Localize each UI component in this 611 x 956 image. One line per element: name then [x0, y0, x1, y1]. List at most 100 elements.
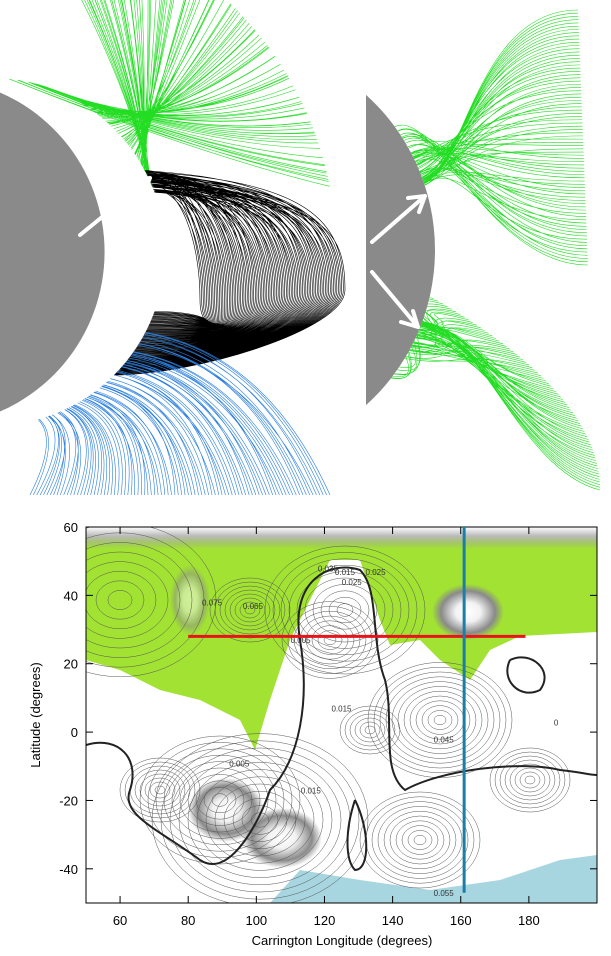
- contour: [504, 759, 556, 801]
- contour-label: 0: [554, 718, 559, 727]
- field-lines-right: [366, 9, 601, 491]
- contour: [359, 721, 381, 739]
- contour: [354, 717, 386, 743]
- x-tick-label: 60: [113, 913, 127, 928]
- contour: [244, 605, 256, 615]
- contour: [359, 791, 481, 889]
- x-tick-label: 140: [382, 913, 404, 928]
- contour: [163, 754, 277, 846]
- contour: [383, 810, 457, 870]
- contour-label: 0.055: [434, 889, 455, 898]
- contour: [95, 580, 145, 620]
- contour: [364, 725, 376, 735]
- contour: [514, 767, 546, 793]
- y-tick-label: 60: [64, 520, 78, 535]
- contour: [219, 585, 281, 635]
- contour: [367, 662, 513, 778]
- contour: [86, 561, 169, 639]
- contour: [139, 773, 181, 807]
- contour: [179, 767, 261, 833]
- contour: [293, 610, 367, 670]
- contour-plot: [85, 526, 598, 904]
- field-lines: [394, 9, 589, 266]
- contour: [379, 671, 501, 769]
- contour: [427, 710, 453, 730]
- contour: [149, 781, 171, 799]
- contour: [171, 761, 269, 839]
- contour: [296, 571, 394, 649]
- contour: [397, 686, 483, 754]
- contour: [124, 761, 196, 819]
- field-lines: [9, 0, 330, 187]
- y-tick-label: 0: [71, 725, 78, 740]
- solar-disk: [0, 92, 105, 412]
- contour: [154, 785, 166, 795]
- contour: [395, 820, 445, 860]
- contour: [328, 596, 362, 624]
- contour: [272, 552, 418, 668]
- contour: [499, 755, 561, 805]
- contour: [494, 751, 566, 809]
- contour: [519, 771, 541, 789]
- contour: [304, 577, 386, 643]
- x-tick-label: 120: [314, 913, 336, 928]
- contour: [187, 762, 333, 878]
- contour: [305, 620, 355, 660]
- y-tick-label: -40: [59, 862, 78, 877]
- contour-label: 0.025: [366, 568, 387, 577]
- contour: [119, 757, 201, 823]
- contour: [509, 763, 551, 797]
- contour: [144, 777, 176, 803]
- contour-label: 0.075: [202, 599, 223, 608]
- contour-label: 0.025: [342, 578, 363, 587]
- contour: [385, 676, 495, 764]
- y-axis-label: Latitude (degrees): [28, 662, 43, 768]
- contour: [86, 570, 157, 630]
- contour: [155, 748, 285, 852]
- contour: [196, 769, 324, 871]
- field-lines-left: [0, 0, 346, 495]
- contour: [86, 527, 217, 678]
- contour: [403, 690, 477, 750]
- x-tick-label: 100: [245, 913, 267, 928]
- contour: [86, 551, 181, 649]
- contour: [224, 589, 276, 631]
- contour-label: 0.045: [434, 735, 455, 744]
- contour: [203, 786, 237, 814]
- contour: [187, 774, 253, 826]
- contour: [195, 780, 245, 820]
- x-axis-label: Carrington Longitude (degrees): [252, 933, 433, 948]
- contour: [147, 742, 293, 858]
- contour: [311, 625, 349, 655]
- contour: [214, 783, 306, 857]
- contour: [401, 825, 439, 855]
- contour: [409, 695, 471, 745]
- contour: [234, 597, 266, 623]
- contour: [524, 775, 536, 785]
- x-tick-label: 180: [518, 913, 540, 928]
- contour-label: 0.015: [331, 705, 352, 714]
- arrow: [370, 194, 427, 329]
- contour: [339, 705, 401, 755]
- contour: [107, 590, 133, 610]
- y-tick-label: -20: [59, 793, 78, 808]
- contour-label: 0.015: [335, 568, 356, 577]
- contour-label: 0.005: [291, 636, 312, 645]
- field-lines: [29, 332, 331, 495]
- contour: [407, 830, 433, 850]
- contour: [287, 606, 373, 674]
- x-tick-label: 80: [181, 913, 195, 928]
- field-lines: [114, 170, 346, 376]
- contour: [371, 801, 469, 879]
- contour: [139, 735, 301, 865]
- contour-label: 0.005: [229, 759, 250, 768]
- contour: [281, 601, 379, 679]
- contour-label: 0.065: [243, 602, 264, 611]
- y-tick-label: 20: [64, 657, 78, 672]
- contour: [214, 581, 286, 639]
- contour: [373, 666, 507, 774]
- contour: [377, 806, 463, 874]
- contour: [280, 558, 410, 662]
- contour: [344, 709, 396, 751]
